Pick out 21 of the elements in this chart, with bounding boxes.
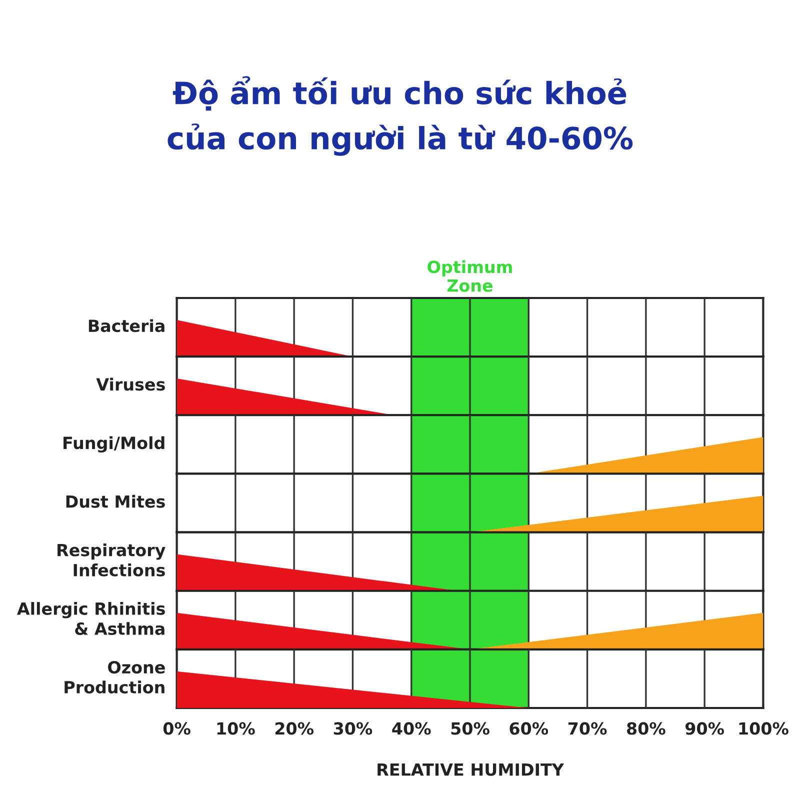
band-label: Optimum Zone <box>428 260 512 292</box>
y-axis-title: Bacteria <box>88 319 164 332</box>
x-axis-title: RELATIVE HUMIDITY <box>378 764 564 776</box>
x-tick-label: 60% <box>510 722 548 735</box>
y-axis-title: Fungi/Mold <box>64 436 164 453</box>
x-tick-label: 50% <box>451 722 490 735</box>
y-axis-title: Allergic Rhinitis & Asthma <box>17 602 165 636</box>
x-tick-label: 100% <box>739 722 788 735</box>
x-tick-label: 30% <box>334 722 372 735</box>
x-tick-label: 70% <box>568 722 607 735</box>
y-axis-title: Respiratory Infections <box>58 543 166 576</box>
x-tick-label: 90% <box>685 722 724 735</box>
y-axis-title: Dust Mites <box>66 494 165 508</box>
chart-title: Độ ẩm tối ưu cho sức khoẻ của con người là từ 40-60% <box>168 76 633 156</box>
y-axis-title: Ozone Production <box>64 660 165 694</box>
x-tick-label: 80% <box>626 722 666 735</box>
x-tick-label: 40% <box>392 722 431 735</box>
x-tick-label: 20% <box>275 722 314 735</box>
x-tick-label: 0% <box>163 722 190 735</box>
x-tick-label: 10% <box>217 722 255 735</box>
y-axis-title: Viruses <box>96 378 165 391</box>
